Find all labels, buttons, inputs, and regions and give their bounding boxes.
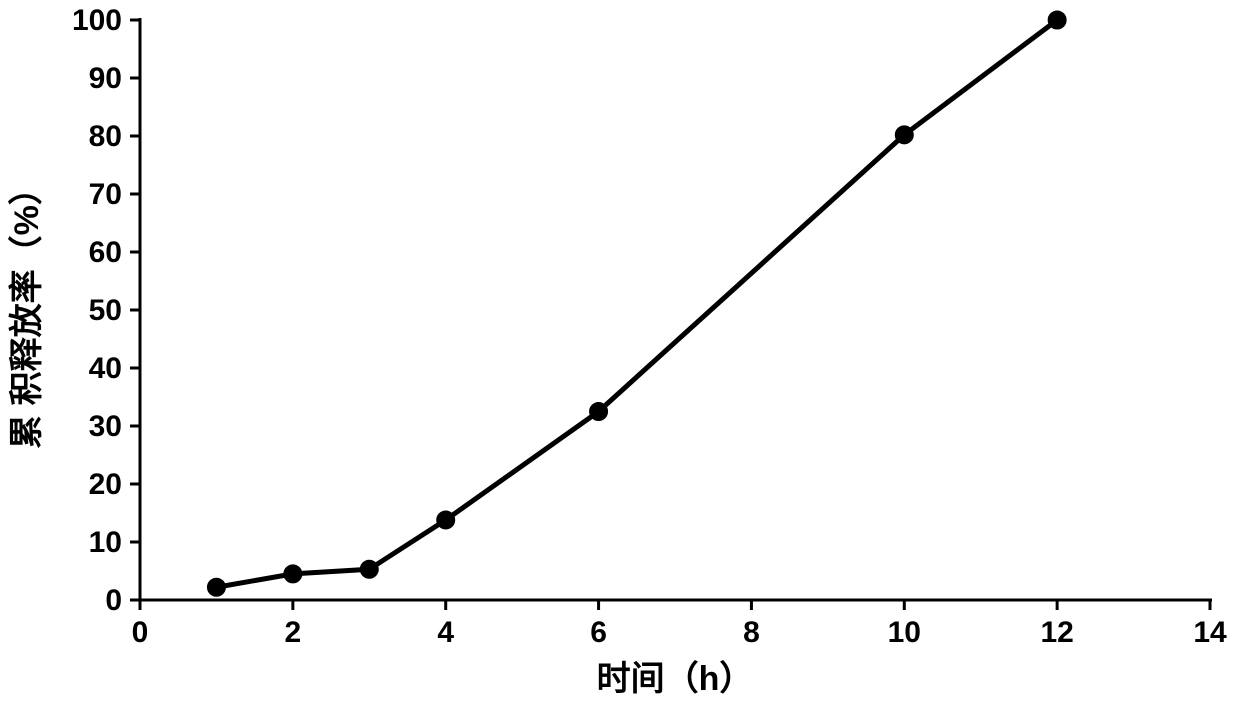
data-point (207, 578, 225, 596)
release-chart: 0 2 4 6 8 10 12 14 0 10 20 30 40 50 60 70 80 90 100 时间（h） 累 … (0, 0, 1240, 716)
data-point (895, 126, 913, 144)
x-tick-label: 10 (888, 616, 921, 649)
y-tick-label: 0 (105, 584, 122, 617)
x-tick-label: 14 (1193, 616, 1227, 649)
y-tick-label: 50 (89, 294, 122, 327)
y-tick-label: 40 (89, 352, 122, 385)
y-tick-label: 30 (89, 410, 122, 443)
y-tick-label: 60 (89, 236, 122, 269)
x-tick-label: 4 (437, 616, 454, 649)
x-tick-label: 12 (1040, 616, 1073, 649)
data-point (360, 560, 378, 578)
data-point (437, 511, 455, 529)
x-axis-title: 时间（h） (597, 659, 754, 698)
series-line-release-rate (216, 20, 1057, 587)
y-tick-label: 20 (89, 468, 122, 501)
y-axis-title: 累 积释放率（%） (7, 171, 46, 449)
chart-container: 0 2 4 6 8 10 12 14 0 10 20 30 40 50 60 70 80 90 100 时间（h） 累 … (0, 0, 1240, 716)
x-tick-label: 8 (743, 616, 760, 649)
data-point (1048, 11, 1066, 29)
y-tick-label: 10 (89, 526, 122, 559)
y-tick-label: 70 (89, 178, 122, 211)
x-tick-label: 0 (132, 616, 149, 649)
y-tick-label: 100 (72, 4, 122, 37)
data-point (590, 403, 608, 421)
y-tick-label: 80 (89, 120, 122, 153)
x-tick-label: 2 (285, 616, 302, 649)
x-tick-label: 6 (590, 616, 607, 649)
y-tick-label: 90 (89, 62, 122, 95)
data-point (284, 565, 302, 583)
